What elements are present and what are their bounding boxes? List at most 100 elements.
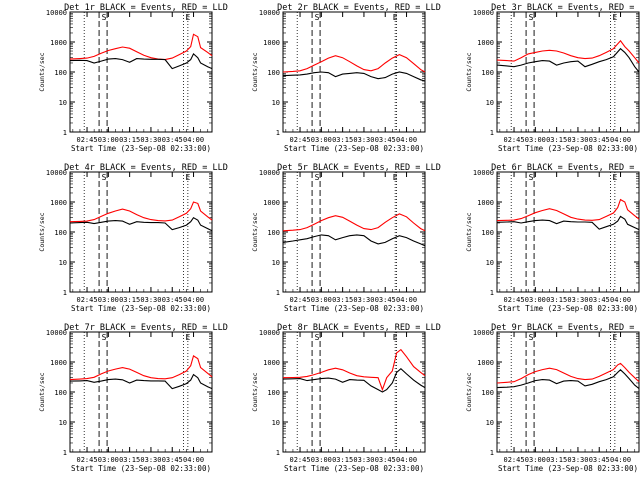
plot-frame <box>282 171 426 293</box>
y-tick-label: 10 <box>486 259 494 267</box>
x-axis-label: Start Time (23-Sep-08 02:33:00) <box>71 464 211 473</box>
lld-series-line <box>282 53 426 73</box>
y-axis-label: Counts/sec <box>38 212 46 251</box>
y-tick-label: 100 <box>54 229 67 237</box>
y-tick-label: 1000 <box>477 359 494 367</box>
x-tick-label: 04:00 <box>183 296 204 304</box>
plot-frame <box>69 171 213 293</box>
x-tick-label: 03:00 <box>525 296 546 304</box>
marker-label-s: S <box>102 173 107 182</box>
x-tick-label: 03:45 <box>589 296 610 304</box>
x-tick-label: 03:15 <box>332 456 353 464</box>
y-tick-label: 1 <box>490 449 494 457</box>
y-tick-label: 1 <box>276 289 280 297</box>
y-tick-label: 1 <box>276 449 280 457</box>
x-tick-label: 03:30 <box>353 296 374 304</box>
marker-label-s: S <box>102 333 107 342</box>
y-tick-label: 10000 <box>46 9 67 17</box>
x-tick-label: 03:30 <box>140 136 161 144</box>
marker-label-s: S <box>315 173 320 182</box>
x-tick-label: 02:45 <box>77 136 98 144</box>
marker-label-s: S <box>529 173 534 182</box>
x-axis-label: Start Time (23-Sep-08 02:33:00) <box>498 464 638 473</box>
y-tick-label: 10 <box>59 99 67 107</box>
y-tick-label: 10000 <box>473 169 494 177</box>
lld-series-line <box>496 198 640 222</box>
chart-panel-7: Det 7r BLACK = Events, RED = LLD 1 10 100 10… <box>38 323 228 473</box>
y-tick-label: 10000 <box>46 169 67 177</box>
y-tick-label: 10000 <box>46 329 67 337</box>
lld-series-line <box>69 355 213 381</box>
x-tick-label: 03:30 <box>140 456 161 464</box>
marker-label-e: E <box>393 13 398 22</box>
events-series-line <box>496 215 640 231</box>
plot-frame <box>496 11 640 133</box>
x-tick-label: 03:30 <box>567 136 588 144</box>
y-tick-label: 10 <box>59 419 67 427</box>
y-tick-label: 1000 <box>263 199 280 207</box>
y-tick-label: 100 <box>481 229 494 237</box>
y-tick-label: 10 <box>272 99 280 107</box>
x-tick-label: 03:15 <box>546 456 567 464</box>
chart-title: Det 2r BLACK = Events, RED = LLD <box>277 3 441 13</box>
x-tick-label: 04:00 <box>183 456 204 464</box>
lld-series-line <box>282 348 426 392</box>
y-axis-label: Counts/sec <box>38 52 46 91</box>
plot-frame <box>496 331 640 453</box>
y-tick-label: 10000 <box>259 329 280 337</box>
events-series-line <box>282 71 426 82</box>
y-tick-label: 1 <box>490 289 494 297</box>
events-series-line <box>69 53 213 70</box>
lld-series-line <box>69 201 213 223</box>
plot-frame <box>282 331 426 453</box>
y-tick-label: 100 <box>267 69 280 77</box>
y-tick-label: 1000 <box>263 39 280 47</box>
marker-label-e: E <box>185 13 190 22</box>
marker-label-s: S <box>315 13 320 22</box>
marker-label-e: E <box>393 173 398 182</box>
marker-label-e: E <box>612 333 617 342</box>
y-axis-label: Counts/sec <box>465 372 473 411</box>
chart-panel-5: Det 5r BLACK = Events, RED = LLD 1 10 100 10… <box>251 163 441 313</box>
marker-label-e: E <box>185 333 190 342</box>
y-tick-label: 1000 <box>477 199 494 207</box>
x-axis-label: Start Time (23-Sep-08 02:33:00) <box>284 464 424 473</box>
y-tick-label: 1 <box>63 449 67 457</box>
events-series-line <box>496 369 640 390</box>
marker-label-e: E <box>612 13 617 22</box>
y-axis-label: Counts/sec <box>465 212 473 251</box>
y-tick-label: 10 <box>59 259 67 267</box>
y-tick-label: 10 <box>272 419 280 427</box>
x-tick-label: 04:00 <box>396 456 417 464</box>
x-tick-label: 03:00 <box>311 136 332 144</box>
x-tick-label: 03:30 <box>353 456 374 464</box>
x-tick-label: 04:00 <box>610 136 631 144</box>
chart-panel-9: Det 9r BLACK = Events, RED = LLD 1 10 100 10… <box>465 323 640 473</box>
marker-label-e: E <box>612 173 617 182</box>
y-tick-label: 10 <box>272 259 280 267</box>
x-tick-label: 04:00 <box>396 296 417 304</box>
y-axis-label: Counts/sec <box>251 212 259 251</box>
x-tick-label: 04:00 <box>610 296 631 304</box>
lld-series-line <box>69 33 213 61</box>
y-tick-label: 10 <box>486 99 494 107</box>
events-series-line <box>282 367 426 393</box>
x-tick-label: 03:30 <box>140 296 161 304</box>
x-axis-label: Start Time (23-Sep-08 02:33:00) <box>498 144 638 153</box>
x-tick-label: 03:45 <box>589 136 610 144</box>
chart-panel-6: Det 6r BLACK = Events, RED = LLD 1 10 100 10… <box>465 163 640 313</box>
x-tick-label: 03:45 <box>162 456 183 464</box>
chart-panel-3: Det 3r BLACK = Events, RED = LLD 1 10 100 10… <box>465 3 640 153</box>
y-tick-label: 10000 <box>259 9 280 17</box>
y-tick-label: 1000 <box>263 359 280 367</box>
x-tick-label: 02:45 <box>504 456 525 464</box>
y-tick-label: 10 <box>486 419 494 427</box>
chart-title: Det 7r BLACK = Events, RED = LLD <box>64 323 228 333</box>
chart-panel-1: Det 1r BLACK = Events, RED = LLD 1 10 100 10… <box>38 3 228 153</box>
x-tick-label: 03:00 <box>311 296 332 304</box>
y-tick-label: 100 <box>54 389 67 397</box>
y-tick-label: 1000 <box>50 39 67 47</box>
plot-frame <box>69 11 213 133</box>
x-tick-label: 03:45 <box>162 136 183 144</box>
y-tick-label: 100 <box>267 389 280 397</box>
